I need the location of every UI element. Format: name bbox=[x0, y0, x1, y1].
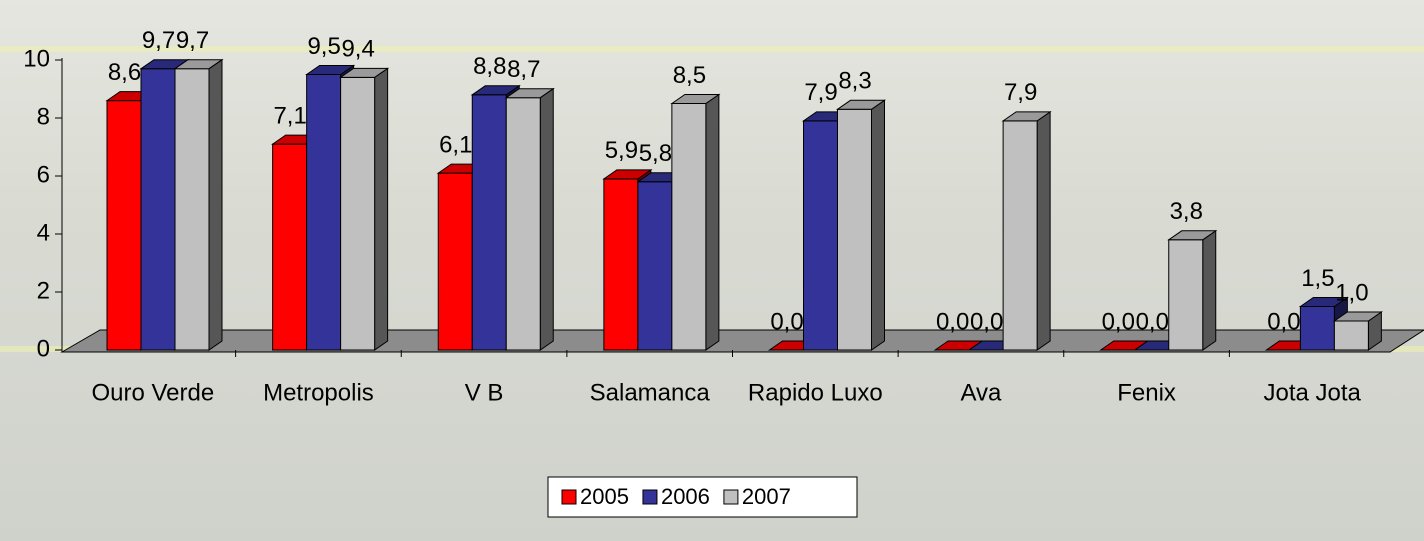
bar-top bbox=[602, 169, 653, 180]
value-label: 8,3 bbox=[838, 68, 871, 95]
bar-top bbox=[670, 94, 721, 104]
bar-top bbox=[1332, 311, 1383, 322]
value-label: 0,0 bbox=[1136, 308, 1169, 335]
legend-label: 2007 bbox=[742, 484, 791, 509]
value-label: 8,8 bbox=[473, 53, 506, 80]
value-label: 7,9 bbox=[804, 79, 837, 106]
value-label: 9,4 bbox=[341, 36, 374, 63]
bar-top bbox=[173, 59, 224, 70]
y-tick-label: 10 bbox=[23, 45, 50, 72]
bar-top bbox=[339, 67, 390, 78]
bar-side bbox=[208, 58, 223, 351]
bar-top bbox=[305, 65, 356, 75]
bar bbox=[603, 178, 639, 351]
value-label: 0,0 bbox=[970, 308, 1003, 335]
value-label: 0,0 bbox=[1102, 308, 1135, 335]
bar bbox=[272, 143, 308, 351]
bar bbox=[437, 172, 473, 351]
value-label: 6,1 bbox=[439, 131, 472, 158]
legend-swatch bbox=[723, 489, 739, 505]
bar bbox=[505, 97, 541, 351]
legend bbox=[547, 476, 858, 518]
x-tick-label: Rapido Luxo bbox=[748, 379, 883, 406]
value-label: 9,7 bbox=[142, 27, 175, 54]
bar-top bbox=[1167, 230, 1218, 241]
bar-side bbox=[705, 93, 720, 351]
x-tick-label: Metropolis bbox=[263, 379, 374, 406]
bar-side bbox=[539, 87, 554, 351]
bar bbox=[671, 103, 707, 351]
value-label: 8,7 bbox=[507, 56, 540, 83]
bar bbox=[1333, 320, 1369, 351]
x-tick-label: Ouro Verde bbox=[91, 379, 214, 406]
y-tick-label: 8 bbox=[37, 103, 50, 130]
background-band bbox=[0, 46, 1424, 52]
bar-top bbox=[504, 88, 555, 99]
legend-swatch bbox=[561, 489, 577, 505]
value-label: 0,0 bbox=[1267, 308, 1300, 335]
bar-top bbox=[1298, 297, 1349, 307]
bar-side bbox=[1202, 229, 1217, 351]
bar bbox=[140, 68, 176, 351]
bar bbox=[340, 76, 376, 351]
legend-swatch bbox=[642, 489, 658, 505]
bar-side bbox=[871, 99, 885, 351]
bar bbox=[1002, 120, 1038, 351]
x-tick-label: Fenix bbox=[1117, 379, 1176, 406]
value-label: 7,1 bbox=[273, 102, 306, 129]
value-label: 0,0 bbox=[770, 308, 803, 335]
y-tick-label: 2 bbox=[37, 277, 50, 304]
x-tick-label: Ava bbox=[960, 379, 1002, 406]
value-label: 8,5 bbox=[673, 62, 706, 89]
bar bbox=[1299, 306, 1335, 351]
bar-side bbox=[1036, 110, 1051, 351]
value-label: 5,9 bbox=[605, 137, 638, 164]
y-tick-label: 4 bbox=[37, 219, 50, 246]
value-label: 5,8 bbox=[639, 140, 672, 167]
bar bbox=[803, 120, 838, 351]
bar bbox=[471, 94, 507, 351]
bar-side bbox=[374, 67, 389, 351]
value-label: 3,8 bbox=[1170, 198, 1203, 225]
bar-top bbox=[835, 99, 887, 110]
value-label: 1,5 bbox=[1301, 265, 1334, 292]
value-label: 9,5 bbox=[307, 33, 340, 60]
floor bbox=[60, 329, 1424, 353]
y-tick-label: 6 bbox=[37, 161, 50, 188]
bar bbox=[637, 181, 673, 351]
value-label: 7,9 bbox=[1004, 79, 1037, 106]
value-label: 9,7 bbox=[176, 27, 209, 54]
value-label: 0,0 bbox=[936, 308, 969, 335]
bar-top bbox=[1001, 111, 1052, 122]
bar bbox=[837, 108, 872, 351]
bar bbox=[106, 100, 142, 351]
legend-label: 2006 bbox=[661, 484, 710, 509]
legend-label: 2005 bbox=[580, 484, 629, 509]
bar-top bbox=[470, 85, 521, 96]
bar bbox=[174, 68, 210, 351]
y-tick-label: 0 bbox=[37, 335, 50, 362]
value-label: 1,0 bbox=[1335, 279, 1368, 306]
bar bbox=[306, 74, 342, 351]
bar bbox=[1168, 239, 1204, 351]
value-label: 8,6 bbox=[108, 59, 141, 86]
x-tick-label: V B bbox=[465, 379, 504, 406]
x-tick-label: Jota Jota bbox=[1263, 379, 1361, 406]
x-tick-label: Salamanca bbox=[590, 379, 711, 406]
